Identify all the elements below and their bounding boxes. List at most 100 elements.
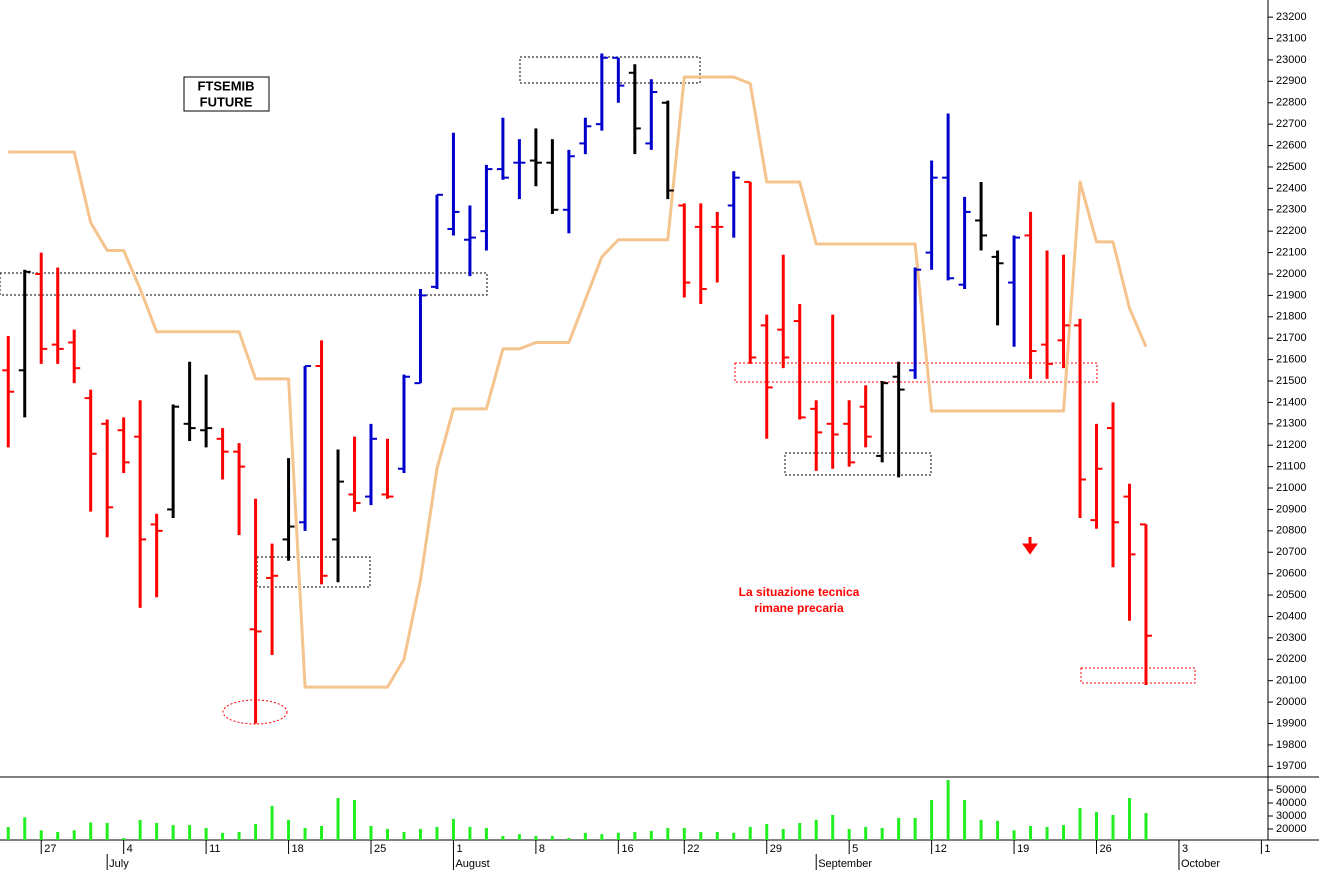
- x-tick-label: 5: [852, 843, 858, 855]
- x-tick-label: 25: [374, 843, 386, 855]
- volume-bar: [353, 799, 357, 840]
- volume-bar: [864, 827, 868, 840]
- volume-bar: [56, 831, 60, 840]
- volume-bar: [23, 817, 27, 840]
- volume-bar: [287, 819, 291, 840]
- x-tick-label: 3: [1182, 843, 1188, 855]
- volume-bar: [1062, 825, 1066, 840]
- y-tick-label: 20100: [1276, 675, 1307, 687]
- x-tick-label: 18: [292, 843, 304, 855]
- y-tick-label: 21300: [1276, 418, 1307, 430]
- volume-bar: [336, 798, 340, 840]
- y-tick-label: 22300: [1276, 204, 1307, 216]
- month-label: August: [455, 858, 489, 870]
- y-tick-label: 20500: [1276, 589, 1307, 601]
- y-tick-label: 22600: [1276, 139, 1307, 151]
- month-label: July: [109, 858, 129, 870]
- volume-bar: [221, 832, 225, 840]
- volume-bar: [188, 825, 192, 840]
- indicator-line: [8, 75, 1148, 689]
- volume-bar: [1029, 825, 1033, 840]
- y-tick-label: 22500: [1276, 161, 1307, 173]
- y-tick-label: 21600: [1276, 354, 1307, 366]
- volume-bar: [155, 822, 159, 840]
- volume-bar: [534, 835, 538, 840]
- y-tick-label: 22700: [1276, 118, 1307, 130]
- volume-bar: [468, 827, 472, 840]
- volume-bar: [122, 838, 126, 840]
- x-tick-label: 11: [209, 843, 220, 855]
- volume-bar: [897, 817, 901, 840]
- volume-bar: [666, 827, 670, 840]
- volume-tick-label: 30000: [1276, 810, 1307, 822]
- box: [519, 56, 701, 84]
- volume-bar: [715, 831, 719, 840]
- volume-bar: [880, 827, 884, 840]
- y-tick-label: 20600: [1276, 568, 1307, 580]
- volume-bar: [501, 835, 505, 840]
- volume-bar: [583, 832, 587, 840]
- volume-bar: [1078, 807, 1082, 840]
- volume-tick-label: 40000: [1276, 797, 1307, 809]
- volume-bar: [451, 818, 455, 840]
- volume-bar: [39, 830, 43, 840]
- y-tick-label: 20200: [1276, 653, 1307, 665]
- y-tick-label: 23000: [1276, 54, 1307, 66]
- volume-bar: [1144, 812, 1148, 840]
- y-tick-label: 21000: [1276, 482, 1307, 494]
- annotation: rimane precaria: [754, 601, 844, 615]
- box: [256, 556, 371, 588]
- volume-tick-label: 50000: [1276, 784, 1307, 796]
- volume-bar: [913, 817, 917, 840]
- y-tick-label: 20000: [1276, 696, 1307, 708]
- y-tick-label: 22900: [1276, 75, 1307, 87]
- y-tick-label: 21500: [1276, 375, 1307, 387]
- x-tick-label: 22: [687, 843, 699, 855]
- volume-bar: [369, 825, 373, 840]
- volume-bar: [979, 819, 983, 840]
- volume-bar: [385, 828, 389, 840]
- x-tick-label: 26: [1100, 843, 1112, 855]
- y-tick-label: 20300: [1276, 632, 1307, 644]
- volume-tick-label: 20000: [1276, 823, 1307, 835]
- y-tick-label: 22100: [1276, 246, 1307, 258]
- title: FTSEMIB: [197, 78, 254, 93]
- volume-bar: [649, 830, 653, 840]
- y-tick-label: 19900: [1276, 717, 1307, 729]
- volume-bar: [72, 830, 76, 840]
- volume-bar: [89, 822, 93, 840]
- box: [784, 452, 932, 476]
- x-tick-label: 8: [539, 843, 545, 855]
- volume-bar: [204, 827, 208, 840]
- y-tick-label: 20400: [1276, 610, 1307, 622]
- box: [1080, 667, 1196, 684]
- volume-bar: [1111, 814, 1115, 840]
- volume-bar: [847, 828, 851, 840]
- annotation: La situazione tecnica: [739, 585, 860, 599]
- volume-bar: [138, 819, 142, 840]
- volume-bar: [1127, 798, 1131, 840]
- y-tick-label: 20700: [1276, 546, 1307, 558]
- x-tick-label: 29: [770, 843, 782, 855]
- volume-bar: [270, 805, 274, 840]
- volume-bar: [402, 831, 406, 840]
- y-tick-label: 23200: [1276, 11, 1307, 23]
- y-tick-label: 19800: [1276, 739, 1307, 751]
- x-tick-label: 1: [1264, 843, 1270, 855]
- volume-bar: [963, 799, 967, 840]
- volume-bar: [1045, 827, 1049, 840]
- y-tick-label: 21700: [1276, 332, 1307, 344]
- volume-bar: [930, 799, 934, 840]
- volume-bar: [946, 779, 950, 840]
- volume-bar: [550, 835, 554, 840]
- volume-bar: [418, 828, 422, 840]
- volume-bar: [798, 822, 802, 840]
- y-tick-label: 22400: [1276, 182, 1307, 194]
- x-tick-label: 12: [935, 843, 947, 855]
- volume-bar: [254, 824, 258, 840]
- y-tick-label: 22200: [1276, 225, 1307, 237]
- box: [0, 272, 488, 296]
- volume-bar: [1012, 830, 1016, 840]
- title-box: [183, 76, 270, 112]
- volume-bar: [1095, 811, 1099, 840]
